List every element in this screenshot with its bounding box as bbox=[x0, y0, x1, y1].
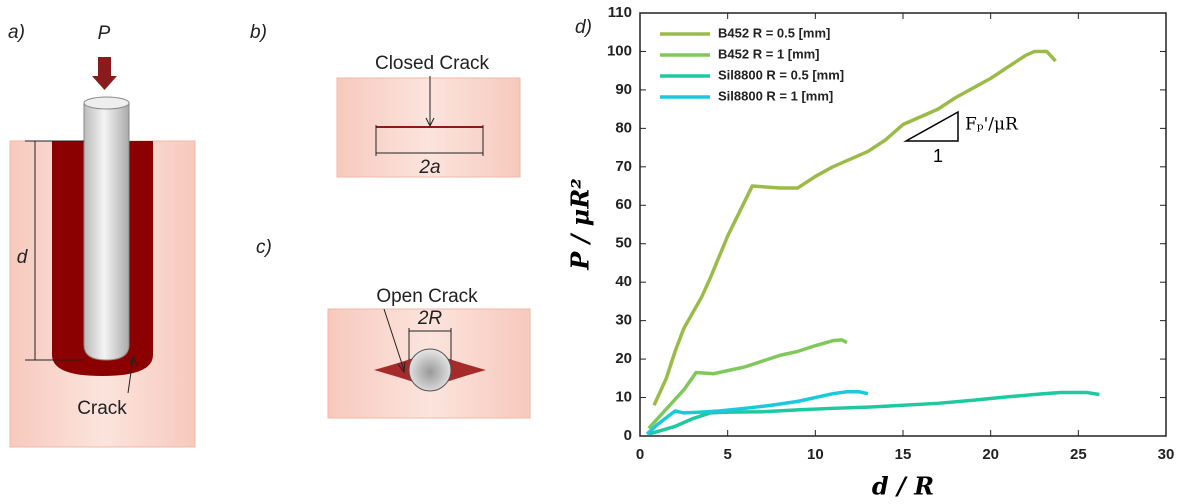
y-tick-label: 30 bbox=[615, 312, 632, 329]
series-line bbox=[649, 393, 1100, 435]
depth-label: d bbox=[17, 247, 29, 268]
y-tick-label: 110 bbox=[608, 4, 632, 21]
y-tick-label: 90 bbox=[615, 81, 632, 98]
load-label: P bbox=[98, 23, 111, 44]
rod-top bbox=[84, 97, 129, 109]
panel-label: c) bbox=[256, 237, 272, 258]
y-tick-label: 80 bbox=[615, 119, 632, 136]
series-line bbox=[654, 51, 1056, 405]
x-tick-label: 30 bbox=[1158, 446, 1175, 463]
panel-c: c) Open Crack 2R bbox=[256, 237, 530, 418]
y-tick-label: 100 bbox=[607, 42, 632, 59]
y-tick-label: 10 bbox=[615, 389, 632, 406]
width-label: 2a bbox=[418, 157, 440, 178]
panel-a: a) P d Crack bbox=[8, 22, 195, 447]
y-tick-label: 70 bbox=[615, 158, 632, 175]
slope-run-label: 1 bbox=[933, 146, 943, 166]
legend-label: Sil8800 R = 1 [mm] bbox=[718, 88, 833, 103]
x-tick-label: 0 bbox=[636, 446, 644, 463]
series-line bbox=[649, 340, 847, 428]
legend-label: B452 R = 1 [mm] bbox=[718, 46, 820, 61]
x-tick-label: 15 bbox=[895, 446, 912, 463]
slope-label: Fₚ'/μR bbox=[965, 115, 1019, 135]
y-tick-label: 50 bbox=[615, 235, 632, 252]
y-tick-label: 60 bbox=[615, 196, 632, 213]
panel-label: d) bbox=[575, 17, 592, 38]
slope-triangle bbox=[906, 112, 958, 141]
y-tick-label: 20 bbox=[615, 350, 632, 367]
legend-label: B452 R = 0.5 [mm] bbox=[718, 25, 830, 40]
panel-label: b) bbox=[250, 22, 267, 43]
x-tick-label: 20 bbox=[982, 446, 999, 463]
legend-label: Sil8800 R = 0.5 [mm] bbox=[718, 67, 844, 82]
panel-b: b) Closed Crack 2a bbox=[250, 22, 520, 178]
crack-label: Crack bbox=[77, 398, 127, 419]
panel-d: d) d / R P / μR² Fₚ'/μR 1 0 5 10 15 20 25 30 0 1… bbox=[566, 4, 1175, 501]
x-axis-label: d / R bbox=[872, 472, 934, 501]
x-tick-label: 10 bbox=[807, 446, 824, 463]
y-tick-label: 0 bbox=[624, 427, 632, 444]
figure: a) P d Crack b) Closed Crack 2a c) Open … bbox=[0, 0, 1189, 504]
y-tick-label: 40 bbox=[615, 273, 632, 290]
load-arrow bbox=[92, 57, 117, 90]
y-axis-label: P / μR² bbox=[566, 178, 595, 271]
open-crack-label: Open Crack bbox=[376, 286, 478, 307]
diameter-label: 2R bbox=[417, 308, 443, 329]
rod-section bbox=[409, 349, 451, 391]
x-tick-label: 5 bbox=[723, 446, 731, 463]
x-tick-label: 25 bbox=[1070, 446, 1087, 463]
indenter-rod bbox=[84, 103, 129, 360]
panel-label: a) bbox=[8, 22, 25, 43]
closed-crack-label: Closed Crack bbox=[375, 53, 490, 74]
